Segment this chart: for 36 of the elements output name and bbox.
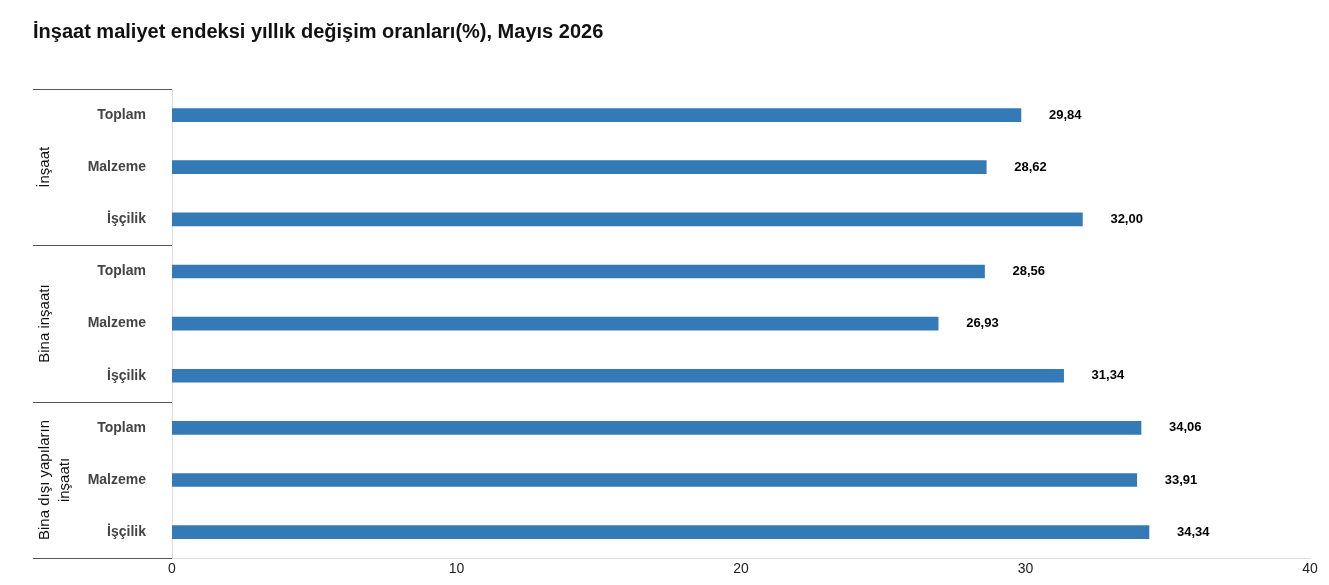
- x-tick-label: 10: [448, 560, 465, 577]
- data-label: 28,56: [1012, 263, 1046, 279]
- chart-title: İnşaat maliyet endeksi yıllık değişim oranları(%), Mayıs 2026: [33, 19, 604, 42]
- data-label: 32,00: [1110, 210, 1143, 226]
- y-tick-label: İşçilik: [107, 210, 147, 227]
- y-tick-label: İşçilik: [107, 522, 147, 539]
- y-tick-label: Toplam: [97, 105, 146, 122]
- bar: [172, 160, 987, 175]
- data-label: 26,93: [966, 315, 999, 331]
- text: Bina dışı yapıların inşaatı: [35, 419, 73, 541]
- bar: [172, 421, 1142, 435]
- data-label: 29,84: [1048, 106, 1083, 122]
- data-label: 31,34: [1091, 367, 1125, 383]
- text: İnşaat: [35, 145, 53, 188]
- x-tick-label: 30: [1017, 560, 1034, 577]
- y-tick-label: Toplam: [97, 262, 146, 279]
- x-tick-label: 0: [168, 560, 177, 577]
- bar: [172, 316, 939, 331]
- y-tick-label: Malzeme: [87, 158, 147, 175]
- y-tick-label: İşçilik: [107, 366, 147, 383]
- text: Bina inşaatı: [35, 284, 53, 363]
- bar: [172, 473, 1138, 487]
- bar: [172, 525, 1150, 539]
- y-tick-label: Malzeme: [87, 470, 147, 487]
- data-label: 33,91: [1164, 471, 1198, 487]
- data-label: 34,34: [1176, 523, 1211, 539]
- x-tick-label: 40: [1302, 560, 1318, 577]
- bar: [172, 264, 985, 279]
- bar: [172, 108, 1022, 122]
- bar: [172, 212, 1083, 227]
- x-tick-label: 20: [733, 560, 749, 577]
- data-label: 28,62: [1014, 158, 1047, 174]
- data-label: 34,06: [1169, 419, 1202, 435]
- y-tick-label: Malzeme: [87, 314, 147, 331]
- bar: [172, 368, 1064, 383]
- y-tick-label: Toplam: [97, 418, 146, 435]
